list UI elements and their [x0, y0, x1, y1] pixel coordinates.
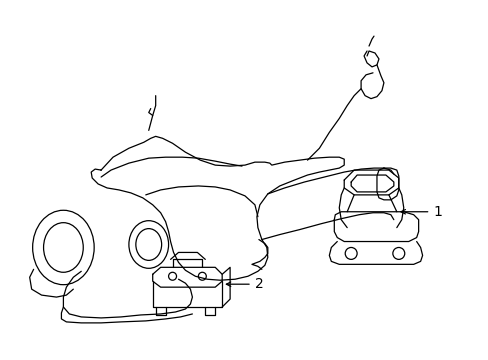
Text: 1: 1: [433, 205, 442, 219]
Text: 2: 2: [254, 277, 263, 291]
